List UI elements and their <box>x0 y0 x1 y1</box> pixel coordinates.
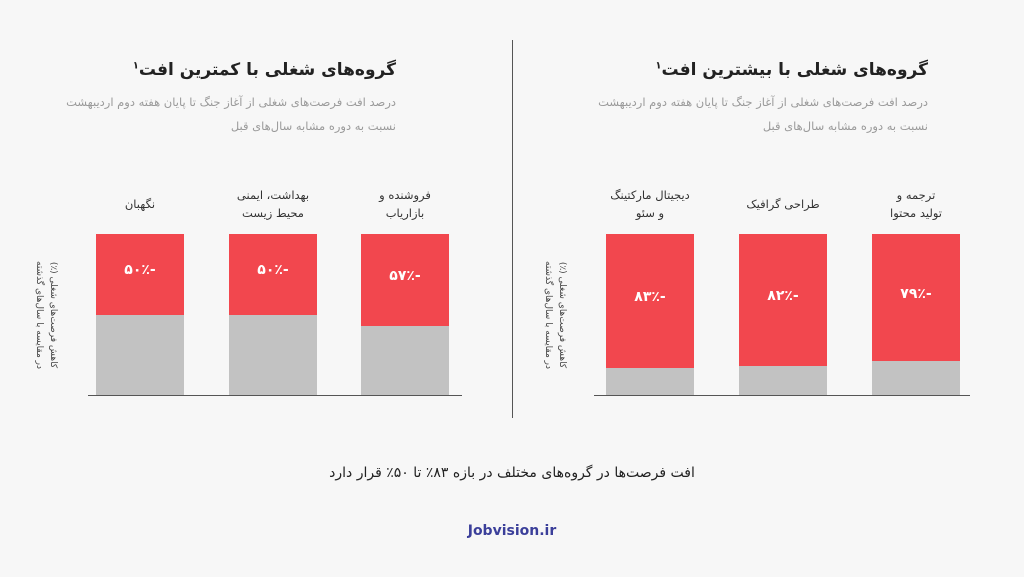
chart-title-footnote-mark: ۱ <box>655 60 662 72</box>
chart-subtitle-line: نسبت به دوره مشابه سال‌های قبل <box>762 119 928 133</box>
y-axis-label-line: در مقایسه با سال‌های گذشته <box>34 260 44 369</box>
panel-divider <box>512 40 513 418</box>
bar-decline <box>361 234 449 326</box>
bar-decline <box>606 234 694 368</box>
y-axis-label: کاهش فرصت‌های شغلی (٪) در مقایسه با سال‌ه… <box>32 230 60 400</box>
chart-title-text: گروه‌های شغلی با کمترین افت <box>138 60 396 80</box>
y-axis-label-line: کاهش فرصت‌های شغلی (٪) <box>48 261 58 368</box>
category-label-line: نگهبان <box>124 197 156 211</box>
category-label-line: تولید محتوا <box>890 206 942 220</box>
y-axis-label-line: در مقایسه با سال‌های گذشته <box>543 260 553 369</box>
chart-subtitle-line: درصد افت فرصت‌های شغلی از آغاز جنگ تا پا… <box>66 95 396 109</box>
chart-most-decline: گروه‌های شغلی با بیشترین افت۱ درصد افت فر… <box>512 0 1024 430</box>
bar-decline <box>872 234 960 362</box>
chart-title: گروه‌های شغلی با بیشترین افت۱ <box>655 60 928 80</box>
bar-remaining <box>739 366 827 395</box>
y-axis-label-line: کاهش فرصت‌های شغلی (٪) <box>557 261 567 368</box>
bar-remaining <box>872 361 960 395</box>
category-label-line: دیجیتال مارکتینگ <box>610 188 690 202</box>
bar-value-label: -۵۰٪ <box>124 262 156 279</box>
category-label-line: طراحی گرافیک <box>746 197 820 211</box>
bar-value-label: -۵۷٪ <box>389 267 421 284</box>
chart-title-footnote-mark: ۱ <box>132 60 139 72</box>
bar-remaining <box>96 314 184 395</box>
bar-decline <box>229 234 317 315</box>
chart-subtitle: درصد افت فرصت‌های شغلی از آغاز جنگ تا پا… <box>548 90 928 138</box>
category-label-line: ترجمه و <box>896 188 936 202</box>
category-label: فروشنده و بازاریاب <box>345 186 465 222</box>
bar-value-label: -۷۹٪ <box>900 285 932 302</box>
category-label-line: محیط زیست <box>242 206 304 220</box>
chart-title: گروه‌های شغلی با کمترین افت۱ <box>133 60 396 80</box>
bar-value-label: -۸۳٪ <box>634 288 666 305</box>
category-label: دیجیتال مارکتینگ و سئو <box>590 186 710 222</box>
bar-decline <box>96 234 184 315</box>
category-label: نگهبان <box>80 195 200 213</box>
chart-subtitle-line: نسبت به دوره مشابه سال‌های قبل <box>230 119 396 133</box>
chart-title-text: گروه‌های شغلی با بیشترین افت <box>661 60 928 80</box>
x-axis-baseline <box>594 395 970 396</box>
chart-subtitle: درصد افت فرصت‌های شغلی از آغاز جنگ تا پا… <box>16 90 396 138</box>
category-label-line: فروشنده و <box>379 188 431 202</box>
bar-remaining <box>361 325 449 395</box>
bar-remaining <box>606 367 694 395</box>
x-axis-baseline <box>88 395 462 396</box>
category-label: ترجمه و تولید محتوا <box>856 186 976 222</box>
category-label: طراحی گرافیک <box>723 195 843 213</box>
bar-value-label: -۵۰٪ <box>257 262 289 279</box>
category-label: بهداشت، ایمنی محیط زیست <box>213 186 333 222</box>
bar-decline <box>739 234 827 367</box>
category-label-line: بهداشت، ایمنی <box>236 188 310 202</box>
y-axis-label: کاهش فرصت‌های شغلی (٪) در مقایسه با سال‌ه… <box>541 230 569 400</box>
brand-logo-text: Jobvision.ir <box>467 523 557 539</box>
category-label-line: و سئو <box>635 206 665 220</box>
chart-caption: افت فرصت‌ها در گروه‌های مختلف در بازه ۸۳… <box>329 465 695 481</box>
bar-value-label: -۸۲٪ <box>767 288 799 304</box>
bar-remaining <box>229 314 317 395</box>
chart-least-decline: گروه‌های شغلی با کمترین افت۱ درصد افت فرص… <box>0 0 512 430</box>
chart-subtitle-line: درصد افت فرصت‌های شغلی از آغاز جنگ تا پا… <box>598 95 928 109</box>
category-label-line: بازاریاب <box>385 206 425 220</box>
